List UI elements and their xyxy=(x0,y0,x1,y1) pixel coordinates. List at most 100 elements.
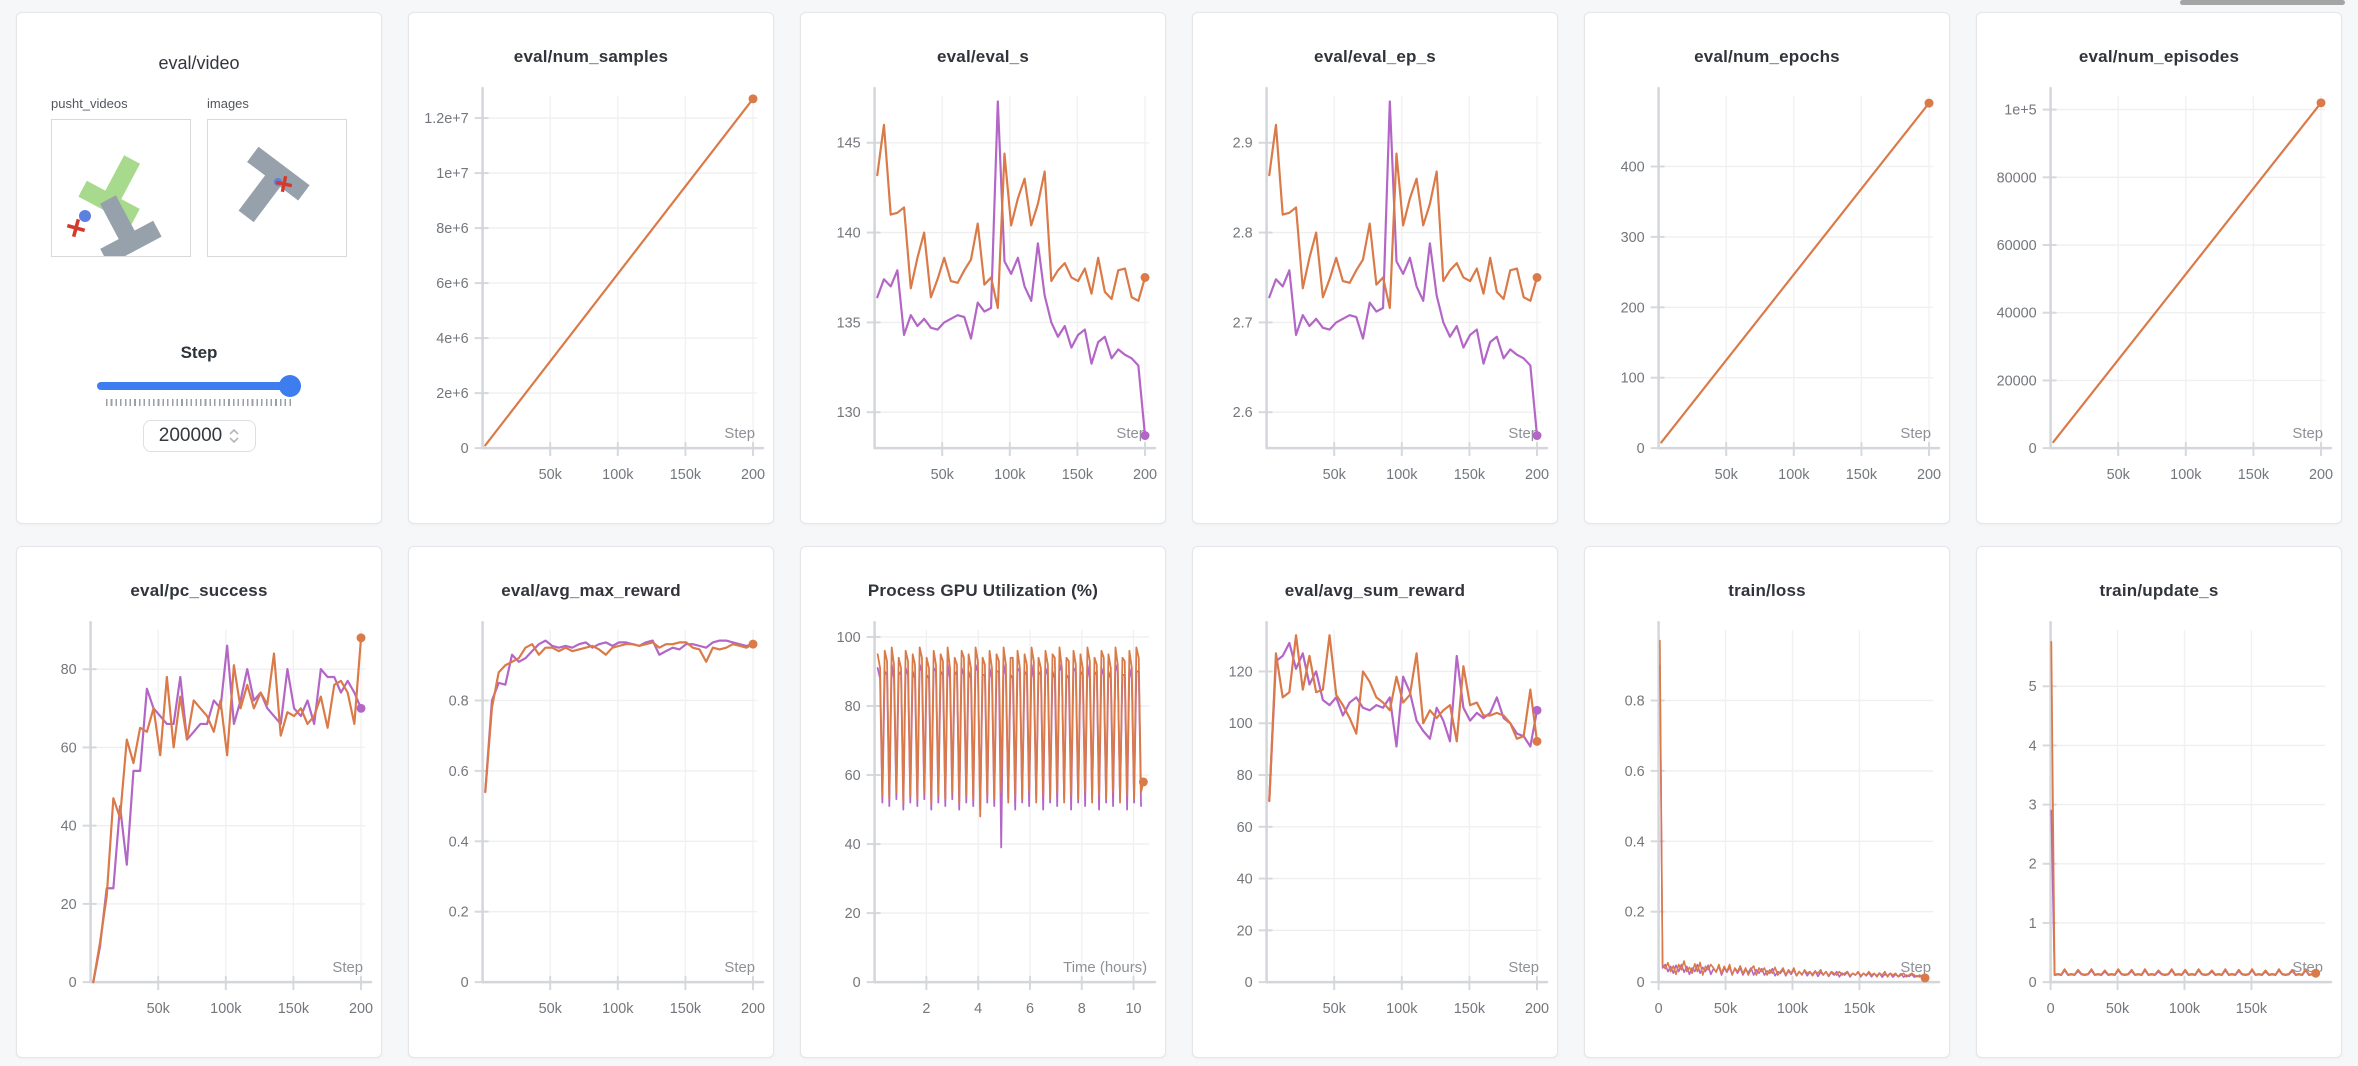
svg-text:200: 200 xyxy=(1621,300,1645,316)
svg-text:2: 2 xyxy=(2029,857,2037,873)
svg-text:0.4: 0.4 xyxy=(1625,834,1645,850)
svg-text:100k: 100k xyxy=(1777,1001,1809,1017)
svg-text:60: 60 xyxy=(61,740,77,756)
svg-text:400: 400 xyxy=(1621,159,1645,175)
svg-text:100k: 100k xyxy=(1386,467,1418,483)
chart-plot[interactable]: 0 20000 40000 60000 80000 1e+5 50k 100k 150k 200 S… xyxy=(1977,69,2341,509)
svg-text:40: 40 xyxy=(61,819,77,835)
svg-text:80000: 80000 xyxy=(1997,170,2037,186)
svg-text:40000: 40000 xyxy=(1997,306,2037,322)
slider-track[interactable] xyxy=(97,382,301,390)
panel-train-loss: train/loss 0 0.2 0.4 0.6 0.8 0 50k 100k 150k Step xyxy=(1584,546,1950,1058)
chart-title: eval/num_epochs xyxy=(1694,47,1840,66)
panel-eval-avg-sum-reward: eval/avg_sum_reward 0 20 40 60 80 100 120 50k 100… xyxy=(1192,546,1558,1058)
chart-plot[interactable]: 0 2e+6 4e+6 6e+6 8e+6 1e+7 1.2e+7 50k 100k 150k 20… xyxy=(409,69,773,509)
svg-text:50k: 50k xyxy=(1323,1001,1347,1017)
chart-plot[interactable]: 0 100 200 300 400 50k 100k 150k 200 Step xyxy=(1585,69,1949,509)
svg-text:50k: 50k xyxy=(1715,467,1739,483)
slider-ruler-ticks xyxy=(106,399,292,406)
svg-text:0: 0 xyxy=(1655,1001,1663,1017)
svg-text:100k: 100k xyxy=(602,1001,634,1017)
svg-text:50k: 50k xyxy=(1714,1001,1738,1017)
svg-text:100: 100 xyxy=(837,630,861,646)
svg-text:140: 140 xyxy=(837,226,861,242)
svg-text:20: 20 xyxy=(1237,923,1253,939)
stepper-arrows[interactable] xyxy=(229,429,239,443)
svg-text:200: 200 xyxy=(2309,467,2333,483)
step-input[interactable]: 200000 xyxy=(142,420,256,452)
svg-text:50k: 50k xyxy=(2107,467,2131,483)
video-thumbnail-images[interactable] xyxy=(207,119,347,257)
svg-text:0: 0 xyxy=(461,975,469,991)
goal-cross xyxy=(275,175,293,193)
chart-plot[interactable]: 0 20 40 60 80 100 120 50k 100k 150k 200 Step xyxy=(1193,603,1557,1043)
svg-text:4: 4 xyxy=(974,1001,982,1017)
svg-text:200: 200 xyxy=(1133,467,1157,483)
svg-text:8: 8 xyxy=(1078,1001,1086,1017)
chart-plot[interactable]: 0 20 40 60 80 50k 100k 150k 200 Step xyxy=(17,603,381,1043)
panel-eval-video: eval/video pusht_videos xyxy=(16,12,382,524)
svg-text:Step: Step xyxy=(724,960,755,976)
video-thumbnail-pusht[interactable] xyxy=(51,119,191,265)
svg-text:Step: Step xyxy=(1508,960,1539,976)
thumbnails-row: pusht_videos xyxy=(17,96,381,265)
svg-text:100k: 100k xyxy=(2170,467,2202,483)
scrollbar-thumb[interactable] xyxy=(2180,0,2345,5)
svg-text:200: 200 xyxy=(349,1001,373,1017)
step-slider[interactable] xyxy=(97,375,301,397)
panel-eval-eval-s: eval/eval_s 130 135 140 145 50k 100k 150k 200 Ste… xyxy=(800,12,1166,524)
step-input-value: 200000 xyxy=(158,425,223,446)
thumb-label: pusht_videos xyxy=(51,96,128,111)
chart-title: eval/eval_s xyxy=(936,47,1029,66)
svg-text:2: 2 xyxy=(922,1001,930,1017)
svg-text:2.6: 2.6 xyxy=(1233,405,1253,421)
svg-text:150k: 150k xyxy=(1846,467,1878,483)
chart-plot[interactable]: 0 0.2 0.4 0.6 0.8 50k 100k 150k 200 Step xyxy=(409,603,773,1043)
svg-text:200: 200 xyxy=(1917,467,1941,483)
chart-plot[interactable]: 0 20 40 60 80 100 2 4 6 8 10 Time (hours) xyxy=(801,603,1165,1043)
svg-text:0: 0 xyxy=(461,441,469,457)
svg-text:50k: 50k xyxy=(539,467,563,483)
svg-text:20000: 20000 xyxy=(1997,373,2037,389)
svg-text:1e+7: 1e+7 xyxy=(436,166,468,182)
chevron-up-icon[interactable] xyxy=(229,429,239,435)
panel-eval-num-samples: eval/num_samples 0 2e+6 4e+6 6e+6 8e+6 1e+7 1.2… xyxy=(408,12,774,524)
svg-text:20: 20 xyxy=(61,897,77,913)
svg-text:80: 80 xyxy=(845,699,861,715)
svg-text:2.8: 2.8 xyxy=(1233,226,1253,242)
svg-text:0.6: 0.6 xyxy=(449,764,469,780)
chart-title: Process GPU Utilization (%) xyxy=(867,581,1099,600)
svg-text:Step: Step xyxy=(1900,426,1931,442)
svg-text:60000: 60000 xyxy=(1997,238,2037,254)
svg-text:60: 60 xyxy=(845,768,861,784)
svg-text:100k: 100k xyxy=(1386,1001,1418,1017)
svg-text:150k: 150k xyxy=(1062,467,1094,483)
svg-text:135: 135 xyxy=(837,315,861,331)
svg-text:100k: 100k xyxy=(602,467,634,483)
chart-plot[interactable]: 0 0.2 0.4 0.6 0.8 0 50k 100k 150k Step xyxy=(1585,603,1949,1043)
svg-text:0: 0 xyxy=(1637,441,1645,457)
svg-text:100k: 100k xyxy=(994,467,1026,483)
svg-text:40: 40 xyxy=(1237,872,1253,888)
svg-text:130: 130 xyxy=(837,405,861,421)
svg-text:Step: Step xyxy=(1116,426,1147,442)
svg-text:8e+6: 8e+6 xyxy=(436,221,468,237)
svg-text:100: 100 xyxy=(1621,371,1645,387)
svg-text:0: 0 xyxy=(1637,975,1645,991)
chart-plot[interactable]: 2.6 2.7 2.8 2.9 50k 100k 150k 200 Step xyxy=(1193,69,1557,509)
svg-text:10: 10 xyxy=(1126,1001,1142,1017)
svg-text:2.9: 2.9 xyxy=(1233,136,1253,152)
svg-text:1e+5: 1e+5 xyxy=(2004,103,2036,119)
panel-eval-eval-ep-s: eval/eval_ep_s 2.6 2.7 2.8 2.9 50k 100k 150k 200… xyxy=(1192,12,1558,524)
slider-knob[interactable] xyxy=(279,375,301,397)
pusht-scene-image xyxy=(66,155,162,265)
svg-text:200: 200 xyxy=(741,467,765,483)
chart-title: train/loss xyxy=(1728,581,1806,600)
svg-text:0.8: 0.8 xyxy=(449,693,469,709)
chevron-down-icon[interactable] xyxy=(229,437,239,443)
svg-text:150k: 150k xyxy=(2236,1001,2268,1017)
svg-text:80: 80 xyxy=(1237,768,1253,784)
chart-plot[interactable]: 130 135 140 145 50k 100k 150k 200 Step xyxy=(801,69,1165,509)
